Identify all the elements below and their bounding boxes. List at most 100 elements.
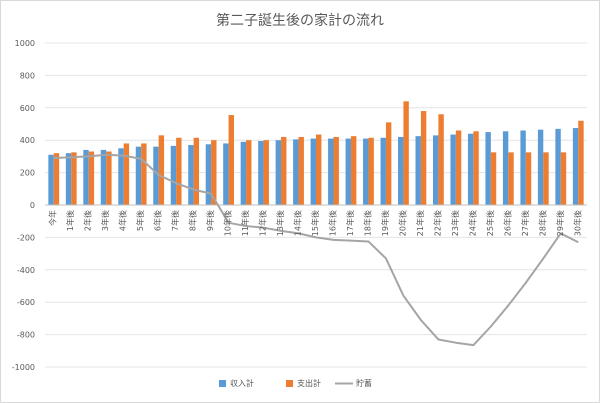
x-tick-label: 12年後 — [258, 210, 268, 236]
x-tick-label: 16年後 — [327, 210, 337, 236]
expense-bar — [350, 136, 357, 205]
legend-label: 支出計 — [297, 378, 321, 388]
y-tick-label: -200 — [17, 233, 35, 242]
income-bar — [520, 130, 526, 205]
x-tick-label: 25年後 — [485, 210, 495, 236]
x-tick-label: 3年後 — [100, 210, 110, 231]
expense-bar — [228, 115, 234, 205]
income-bar — [363, 138, 369, 205]
expense-bar — [123, 143, 130, 205]
expense-bar — [455, 130, 462, 205]
chart-title: 第二子誕生後の家計の流れ — [216, 12, 384, 29]
income-bar — [502, 131, 509, 205]
income-bar — [537, 129, 544, 205]
expense-bar — [420, 111, 427, 205]
x-tick-label: 14年後 — [293, 210, 303, 236]
x-tick-label: 7年後 — [170, 210, 180, 231]
income-bar — [170, 145, 177, 205]
income-bar — [275, 140, 282, 205]
expense-bar — [316, 134, 322, 205]
income-bar — [188, 145, 194, 205]
income-bar — [205, 144, 212, 205]
x-tick-label: 13年後 — [275, 210, 285, 236]
income-bar — [310, 138, 316, 205]
x-tick-label: 21年後 — [415, 210, 425, 236]
expense-bar — [473, 131, 479, 205]
x-tick-label: 20年後 — [397, 210, 407, 236]
expense-bar — [141, 143, 147, 205]
expense-bar — [490, 152, 497, 205]
income-bar — [65, 153, 72, 205]
income-bar — [153, 146, 159, 205]
x-tick-label: 27年後 — [520, 210, 530, 236]
y-tick-label: 400 — [20, 136, 35, 145]
expense-bar — [525, 152, 532, 205]
x-tick-label: 17年後 — [345, 210, 355, 236]
x-tick-label: 15年後 — [310, 210, 320, 236]
x-tick-label: 22年後 — [432, 210, 442, 236]
x-tick-label: 6年後 — [153, 210, 163, 231]
income-bar — [467, 133, 474, 205]
income-bar — [48, 154, 54, 205]
income-bar — [450, 134, 456, 205]
x-tick-label: 29年後 — [555, 210, 565, 236]
expense-bar — [298, 136, 304, 205]
x-tick-label: 11年後 — [240, 210, 250, 236]
expense-bar — [368, 137, 374, 205]
x-tick-label: 28年後 — [537, 210, 547, 236]
y-tick-label: -600 — [17, 298, 35, 307]
x-tick-label: 18年後 — [362, 210, 372, 236]
savings-line — [53, 153, 579, 347]
y-tick-label: 800 — [20, 71, 35, 80]
expense-bar — [53, 153, 60, 205]
income-bar — [223, 143, 229, 205]
y-tick-label: 600 — [20, 104, 35, 113]
x-tick-label: 19年後 — [380, 210, 390, 236]
x-tick-label: 1年後 — [65, 210, 75, 231]
x-tick-label: 2年後 — [83, 210, 93, 231]
y-tick-label: -1000 — [12, 363, 35, 372]
y-tick-label: 0 — [30, 201, 35, 210]
expense-bar — [385, 122, 392, 205]
x-tick-label: 9年後 — [205, 210, 215, 231]
income-bar — [328, 138, 334, 205]
expense-bar — [578, 120, 584, 205]
income-bar — [380, 137, 386, 205]
x-tick-label: 5年後 — [135, 210, 145, 231]
income-bar — [293, 139, 299, 205]
expense-bar — [193, 137, 200, 205]
expense-bar — [71, 152, 77, 205]
y-tick-label: -800 — [17, 331, 35, 340]
income-bar — [118, 148, 124, 205]
y-tick-label: -400 — [17, 266, 35, 275]
expense-bar — [106, 151, 112, 205]
expense-bar — [333, 136, 339, 205]
expense-bar — [158, 135, 165, 205]
expense-bar — [246, 140, 252, 205]
income-bar — [398, 136, 404, 205]
expense-bar — [508, 152, 514, 205]
income-bar — [572, 128, 579, 205]
x-tick-label: 23年後 — [450, 210, 460, 236]
expense-bar — [88, 151, 95, 205]
y-tick-label: 1000 — [15, 39, 35, 48]
expense-bar — [403, 101, 409, 205]
savings-line-layer — [53, 153, 579, 347]
income-bar — [415, 136, 421, 205]
expense-bar — [263, 140, 269, 205]
income-bar — [555, 128, 561, 205]
x-tick-label: 8年後 — [188, 210, 198, 231]
expense-bar — [438, 114, 444, 205]
expense-bar — [281, 136, 287, 205]
legend: 収入計 支出計 貯蓄 — [219, 378, 372, 388]
income-bar — [345, 138, 351, 205]
x-axis-ticks: 今年 1年後 2年後 3年後 4年後 5年後 6年後 7年後 8年後 9年後 10年後 11年後 12年… — [48, 210, 583, 236]
income-bar — [135, 146, 142, 205]
x-tick-label: 10年後 — [223, 210, 233, 236]
income-bar — [100, 149, 107, 205]
income-bar — [240, 141, 247, 205]
expense-bar — [211, 140, 217, 205]
legend-swatch — [286, 380, 293, 387]
